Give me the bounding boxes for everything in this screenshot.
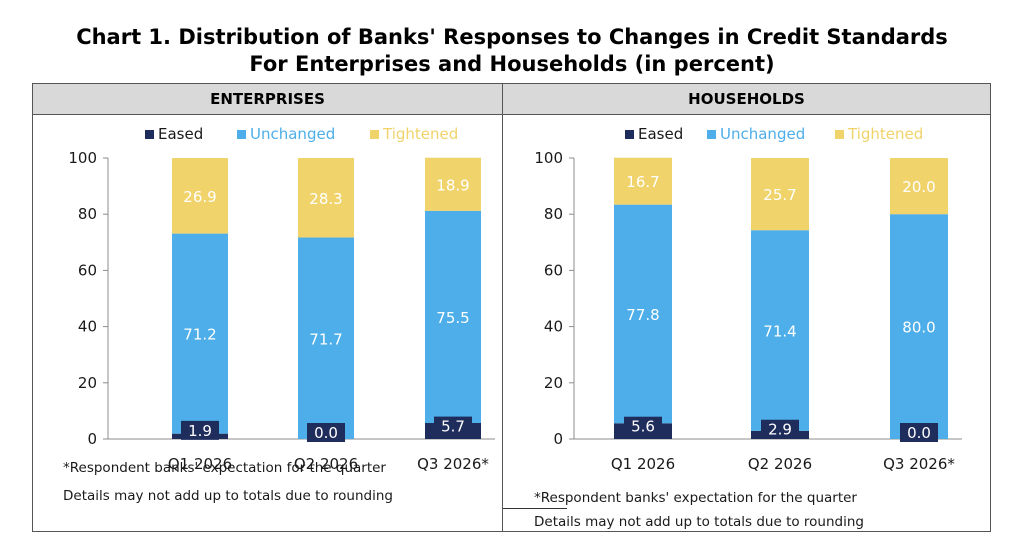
households-legend-swatch-unchanged xyxy=(707,130,716,139)
enterprises-x-tick-label-q1-2026: Q1 2026 xyxy=(168,455,232,473)
households-data-label-eased-q2-2026: 2.9 xyxy=(768,421,792,439)
enterprises-data-label-eased-q1-2026: 1.9 xyxy=(188,422,212,440)
households-label-box-eased-q3-2026 xyxy=(900,423,938,442)
households-panel: HOUSEHOLDS Eased Unchanged Tightened 0 20 40 6… xyxy=(502,83,991,532)
enterprises-data-label-eased-q3-2026: 5.7 xyxy=(441,418,465,436)
chart-title-line-2: For Enterprises and Households (in perce… xyxy=(249,52,775,76)
households-bar-tightened-q3-2026 xyxy=(890,158,948,215)
enterprises-y-tick-label: 100 xyxy=(68,149,97,167)
chart-title-line-1: Chart 1. Distribution of Banks' Response… xyxy=(76,25,948,49)
enterprises-y-tick-label: 0 xyxy=(87,430,97,448)
households-x-tick-label-q1-2026: Q1 2026 xyxy=(611,455,675,473)
enterprises-data-label-tightened-q3-2026: 18.9 xyxy=(436,176,469,194)
households-legend-label-unchanged: Unchanged xyxy=(720,125,805,143)
households-x-tick-label-q2-2026: Q2 2026 xyxy=(748,455,812,473)
enterprises-bar-unchanged-q2-2026 xyxy=(298,237,354,439)
enterprises-legend-label-unchanged: Unchanged xyxy=(250,125,335,143)
enterprises-bar-tightened-q3-2026 xyxy=(425,157,481,211)
households-panel-header: HOUSEHOLDS xyxy=(503,84,990,115)
households-x-tick-label-q3-2026: Q3 2026* xyxy=(883,455,955,473)
households-y-tick-label: 20 xyxy=(544,374,563,392)
enterprises-legend-swatch-unchanged xyxy=(237,130,246,139)
enterprises-data-label-unchanged-q1-2026: 71.2 xyxy=(183,326,216,344)
enterprises-label-box-eased-q1-2026 xyxy=(181,420,219,440)
households-y-tick-label: 60 xyxy=(544,261,563,279)
households-data-label-eased-q3-2026: 0.0 xyxy=(907,424,931,442)
households-data-label-eased-q1-2026: 5.6 xyxy=(631,418,655,436)
enterprises-panel-header: ENTERPRISES xyxy=(33,84,502,115)
enterprises-y-tick-label: 60 xyxy=(78,261,97,279)
enterprises-note-rounding: Details may not add up to totals due to … xyxy=(63,488,393,504)
chart-title: Chart 1. Distribution of Banks' Response… xyxy=(0,24,1024,78)
households-note-expectation: *Respondent banks' expectation for the q… xyxy=(534,490,857,506)
households-y-tick-label: 80 xyxy=(544,205,563,223)
households-y-tick-label: 100 xyxy=(534,149,563,167)
enterprises-data-label-tightened-q1-2026: 26.9 xyxy=(183,188,216,206)
households-legend-swatch-eased xyxy=(625,130,634,139)
households-data-label-tightened-q2-2026: 25.7 xyxy=(763,186,796,204)
enterprises-note-expectation: *Respondent banks' expectation for the q… xyxy=(63,460,386,476)
households-legend-swatch-tightened xyxy=(835,130,844,139)
enterprises-legend-label-tightened: Tightened xyxy=(382,125,458,143)
households-bar-unchanged-q1-2026 xyxy=(614,204,672,424)
enterprises-legend-label-eased: Eased xyxy=(158,125,203,143)
households-data-label-tightened-q3-2026: 20.0 xyxy=(902,178,935,196)
households-chart: Eased Unchanged Tightened 0 20 40 60 80 100 5.6 77… xyxy=(534,125,962,473)
households-y-tick-label: 0 xyxy=(553,430,563,448)
enterprises-legend-swatch-eased xyxy=(145,130,154,139)
enterprises-label-box-eased-q2-2026 xyxy=(307,423,345,442)
households-legend-label-tightened: Tightened xyxy=(847,125,923,143)
households-data-label-unchanged-q2-2026: 71.4 xyxy=(763,323,796,341)
households-label-box-eased-q1-2026 xyxy=(624,416,662,436)
households-bar-unchanged-q3-2026 xyxy=(890,214,948,439)
enterprises-data-label-eased-q2-2026: 0.0 xyxy=(314,424,338,442)
households-note-rounding: Details may not add up to totals due to … xyxy=(534,514,864,530)
households-bar-unchanged-q2-2026 xyxy=(751,230,809,431)
enterprises-chart: Eased Unchanged Tightened 0 20 40 60 80 100 1.9 71… xyxy=(68,125,495,473)
enterprises-data-label-unchanged-q3-2026: 75.5 xyxy=(436,309,469,327)
enterprises-data-label-tightened-q2-2026: 28.3 xyxy=(309,190,342,208)
enterprises-panel: ENTERPRISES Eased Unchanged Tightened 0 20 40… xyxy=(32,83,503,532)
households-data-label-tightened-q1-2026: 16.7 xyxy=(626,173,659,191)
households-bar-tightened-q1-2026 xyxy=(614,157,672,205)
households-bar-tightened-q2-2026 xyxy=(751,158,809,231)
enterprises-bar-unchanged-q1-2026 xyxy=(172,233,228,434)
households-label-box-eased-q2-2026 xyxy=(761,419,799,439)
enterprises-label-box-eased-q3-2026 xyxy=(434,416,472,436)
enterprises-bar-tightened-q2-2026 xyxy=(298,158,354,238)
enterprises-x-tick-label-q3-2026: Q3 2026* xyxy=(417,455,489,473)
enterprises-legend-swatch-tightened xyxy=(370,130,379,139)
enterprises-y-tick-label: 80 xyxy=(78,205,97,223)
households-data-label-unchanged-q3-2026: 80.0 xyxy=(902,319,935,337)
enterprises-x-tick-label-q2-2026: Q2 2026 xyxy=(294,455,358,473)
enterprises-y-tick-label: 20 xyxy=(78,374,97,392)
enterprises-bar-tightened-q1-2026 xyxy=(172,158,228,234)
households-y-tick-label: 40 xyxy=(544,318,563,336)
enterprises-data-label-unchanged-q2-2026: 71.7 xyxy=(309,330,342,348)
enterprises-bar-unchanged-q3-2026 xyxy=(425,210,481,423)
households-legend-label-eased: Eased xyxy=(638,125,683,143)
households-data-label-unchanged-q1-2026: 77.8 xyxy=(626,306,659,324)
enterprises-y-tick-label: 40 xyxy=(78,318,97,336)
households-note-rule xyxy=(503,508,567,509)
